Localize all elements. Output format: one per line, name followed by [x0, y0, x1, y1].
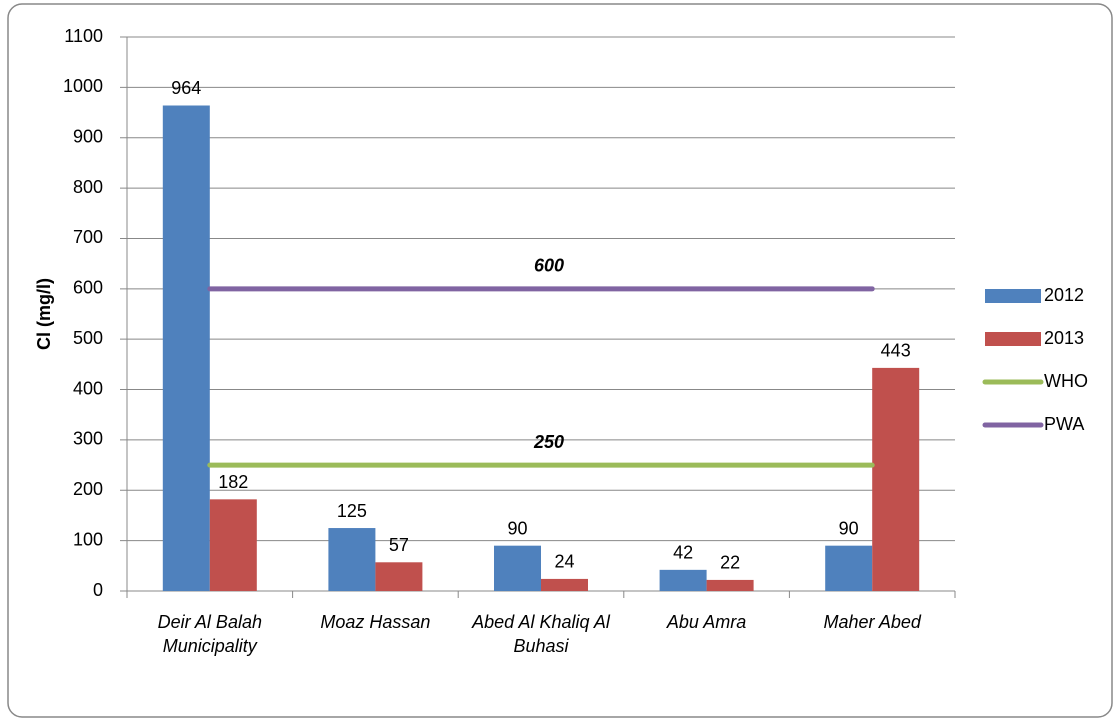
y-tick-label: 300 [73, 429, 103, 449]
legend-label: 2012 [1044, 285, 1084, 305]
bar [706, 579, 754, 591]
chart-border [7, 3, 1113, 718]
bar [872, 367, 920, 591]
bar [209, 499, 257, 591]
bar [328, 528, 376, 591]
legend-swatch [985, 289, 1041, 303]
y-tick-label: 1100 [64, 26, 103, 46]
data-label: 22 [720, 553, 740, 573]
x-tick-label: Abu Amra [666, 612, 747, 632]
legend-label: 2013 [1044, 328, 1084, 348]
bar [162, 105, 210, 592]
legend-label: WHO [1044, 371, 1088, 391]
x-tick-label: Moaz Hassan [320, 612, 431, 632]
data-label: 964 [171, 78, 201, 98]
y-tick-label: 100 [73, 529, 103, 549]
y-tick-label: 700 [73, 227, 103, 247]
bar [541, 578, 588, 591]
x-tick-label: Abed Al Khaliq Al Buhasi [472, 612, 610, 656]
x-tick-label: Deir Al Balah Municipality [157, 612, 262, 656]
y-tick-label: 900 [73, 126, 103, 146]
bar [825, 545, 873, 591]
data-label: 42 [673, 543, 693, 563]
y-tick-label: 1000 [63, 76, 103, 96]
legend-label: PWA [1044, 414, 1084, 434]
y-tick-label: 200 [73, 479, 103, 499]
x-tick-label: Maher Abed [823, 612, 921, 632]
y-axis-title: Cl (mg/l) [34, 278, 54, 350]
data-label: 90 [839, 518, 859, 538]
y-tick-label: 600 [73, 278, 103, 298]
y-tick-label: 0 [93, 580, 103, 600]
data-label: 90 [507, 518, 527, 538]
data-label: 24 [554, 552, 574, 572]
line-label: 600 [534, 256, 564, 276]
bar [659, 569, 707, 591]
data-label: 57 [389, 535, 409, 555]
legend-swatch [985, 332, 1041, 346]
line-label: 250 [533, 432, 564, 452]
y-tick-label: 400 [73, 378, 103, 398]
bar [494, 545, 541, 591]
data-label: 125 [337, 501, 367, 521]
data-label: 182 [218, 472, 248, 492]
data-label: 443 [881, 341, 911, 361]
y-tick-label: 800 [73, 177, 103, 197]
bar [375, 562, 423, 591]
y-tick-label: 500 [73, 328, 103, 348]
